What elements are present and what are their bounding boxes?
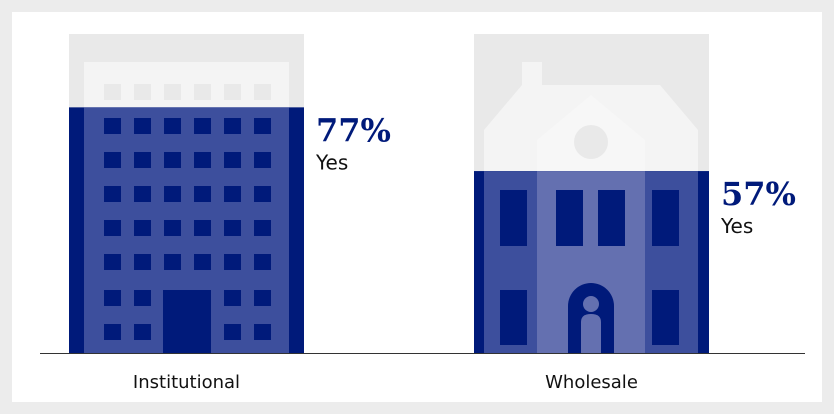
window <box>224 84 241 100</box>
window <box>104 324 121 340</box>
window <box>500 190 527 246</box>
window <box>224 152 241 168</box>
window <box>254 84 271 100</box>
window <box>104 84 121 100</box>
door <box>163 290 211 353</box>
window <box>254 152 271 168</box>
window <box>194 152 211 168</box>
series-label: Yes <box>315 150 348 174</box>
window <box>134 290 151 306</box>
window <box>254 220 271 236</box>
window <box>598 190 625 246</box>
window <box>164 254 181 270</box>
window <box>134 220 151 236</box>
window <box>164 118 181 134</box>
window <box>224 254 241 270</box>
window <box>104 152 121 168</box>
icon-fill <box>474 171 709 353</box>
series-label: Yes <box>720 214 753 238</box>
window <box>164 152 181 168</box>
window <box>134 84 151 100</box>
window <box>224 324 241 340</box>
window <box>104 254 121 270</box>
window <box>134 118 151 134</box>
person-body <box>581 314 601 353</box>
icon-fill <box>69 107 304 354</box>
window <box>652 290 679 345</box>
window <box>556 190 583 246</box>
chimney <box>522 62 542 92</box>
window <box>104 118 121 134</box>
window <box>164 220 181 236</box>
x-tick-label: Institutional <box>133 372 240 393</box>
x-tick-label: Wholesale <box>545 372 638 393</box>
window <box>134 324 151 340</box>
window <box>194 186 211 202</box>
window <box>224 118 241 134</box>
window <box>194 220 211 236</box>
window <box>104 220 121 236</box>
window <box>104 186 121 202</box>
window <box>500 290 527 345</box>
window <box>224 186 241 202</box>
window <box>254 290 271 306</box>
window <box>194 254 211 270</box>
value-label: 77% <box>316 111 391 149</box>
window <box>164 186 181 202</box>
window <box>104 290 121 306</box>
window <box>194 84 211 100</box>
window <box>254 254 271 270</box>
window <box>134 186 151 202</box>
window <box>194 118 211 134</box>
window <box>652 190 679 246</box>
window <box>224 220 241 236</box>
window <box>254 324 271 340</box>
window <box>224 290 241 306</box>
window <box>254 118 271 134</box>
value-label: 57% <box>721 175 796 213</box>
window <box>164 84 181 100</box>
window <box>254 186 271 202</box>
round-window <box>574 125 608 159</box>
window <box>134 254 151 270</box>
person-head <box>583 296 599 312</box>
window <box>134 152 151 168</box>
